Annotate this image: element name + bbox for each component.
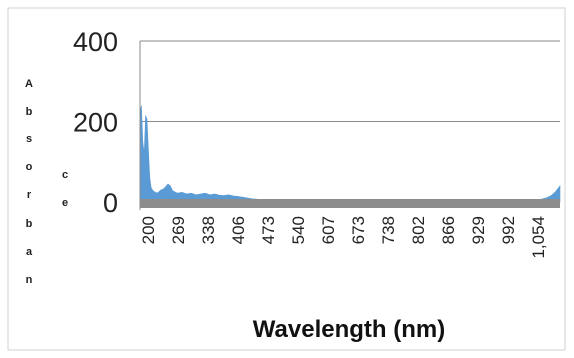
chart-border <box>7 7 566 351</box>
x-tick-label: 607 <box>319 216 338 244</box>
y-tick-label: 0 <box>103 188 118 218</box>
y-tick-label: 400 <box>73 27 118 57</box>
x-tick-label: 929 <box>469 216 488 244</box>
x-tick-label: 866 <box>439 216 458 244</box>
y-axis-label-letter: r <box>27 189 32 201</box>
axis-layer <box>139 41 560 210</box>
y-axis-label-letter: b <box>26 218 33 230</box>
x-tick-label: 269 <box>169 216 188 244</box>
x-tick-label: 802 <box>409 216 428 244</box>
x-tick-label: 992 <box>499 216 518 244</box>
y-axis-label: Ab s o r b a n c e <box>25 78 68 286</box>
area-series-0 <box>139 105 561 203</box>
x-tick-label: 338 <box>199 216 218 244</box>
x-tick-label: 673 <box>349 216 368 244</box>
x-tick-label: 1,054 <box>529 216 548 259</box>
y-axis-label-letter: o <box>26 161 33 173</box>
x-tick-label: 200 <box>139 216 158 244</box>
x-tick-labels: 200 269 338 406 473 540 607 673 738 802 866 929 992 1… <box>139 216 548 259</box>
x-tick-label: 473 <box>259 216 278 244</box>
y-axis-label-letter: n <box>26 274 33 286</box>
y-tick-label: 200 <box>73 108 118 138</box>
x-tick-label: 406 <box>229 216 248 244</box>
series-layer <box>139 105 561 203</box>
x-tick-label: 738 <box>379 216 398 244</box>
y-axis-label-letter: b <box>26 106 33 118</box>
y-axis-label-letter: A <box>25 78 33 90</box>
y-axis-label-letter: c <box>62 169 68 181</box>
x-axis-baseline <box>140 199 560 208</box>
x-tick-label: 540 <box>289 216 308 244</box>
y-axis-label-letter: s <box>26 133 32 145</box>
grid-layer <box>140 40 560 122</box>
y-axis-label-letter: a <box>26 246 33 258</box>
y-tick-labels: 0 200 400 <box>73 27 118 218</box>
x-axis-label: Wavelength (nm) <box>253 316 445 343</box>
y-axis-label-letter: e <box>62 197 68 209</box>
